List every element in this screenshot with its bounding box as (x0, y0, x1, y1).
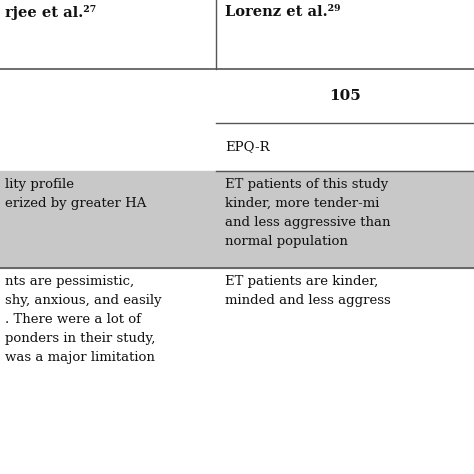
Text: EPQ-R: EPQ-R (225, 140, 270, 154)
Text: ET patients are kinder,
minded and less aggress: ET patients are kinder, minded and less … (225, 275, 391, 307)
Text: Lorenz et al.²⁹: Lorenz et al.²⁹ (225, 5, 341, 19)
Text: nts are pessimistic,
shy, anxious, and easily
. There were a lot of
ponders in t: nts are pessimistic, shy, anxious, and e… (5, 275, 161, 364)
Bar (0, 171, 474, 268)
Text: 105: 105 (329, 89, 361, 103)
Text: rjee et al.²⁷: rjee et al.²⁷ (5, 5, 96, 20)
Text: lity profile
erized by greater HA: lity profile erized by greater HA (5, 178, 146, 210)
Text: ET patients of this study
kinder, more tender-mi
and less aggressive than
normal: ET patients of this study kinder, more t… (225, 178, 391, 248)
